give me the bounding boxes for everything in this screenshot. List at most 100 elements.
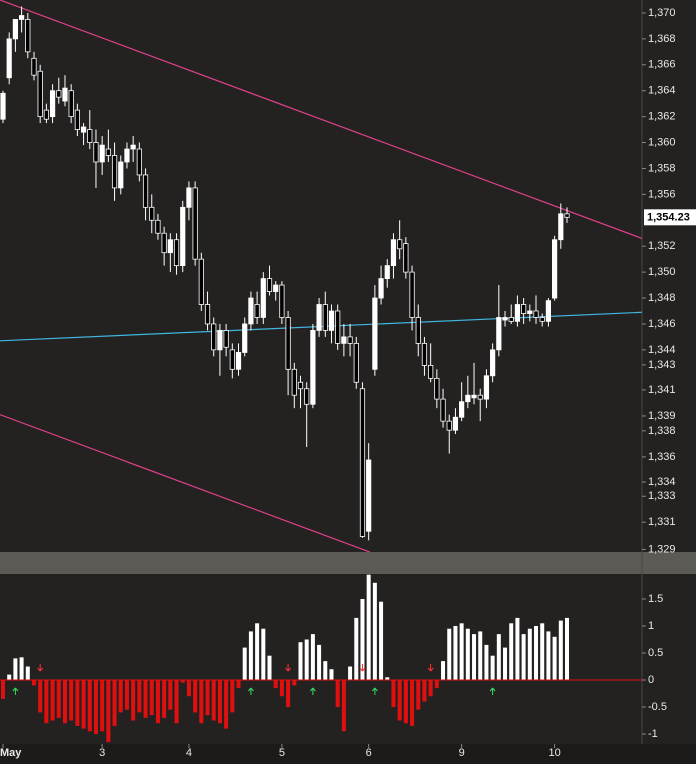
y-tick-label: 1,336 <box>648 451 676 463</box>
candle-body <box>204 304 211 325</box>
candle-body <box>353 342 359 383</box>
candle-body <box>105 148 111 156</box>
sell-signal <box>427 664 434 672</box>
histogram-bar <box>205 680 210 716</box>
histogram-bar <box>459 623 464 681</box>
candle-body <box>545 300 552 322</box>
histogram-bar <box>124 680 129 710</box>
histogram-bar <box>81 680 86 729</box>
histogram-bar <box>552 636 557 681</box>
histogram-bar <box>224 680 229 729</box>
y-tick-label: 1,344 <box>648 344 676 356</box>
candle-body <box>180 206 186 267</box>
x-axis-band <box>0 744 696 764</box>
buy-signal <box>310 687 316 696</box>
histogram-bar <box>341 680 346 732</box>
histogram-bar <box>329 669 334 681</box>
histogram-bar <box>323 661 328 681</box>
y-tick-label: 1,341 <box>648 384 676 396</box>
histogram-bar <box>410 680 415 726</box>
last-price-label: 1,354.23 <box>647 212 690 224</box>
histogram-bar <box>112 680 117 726</box>
histogram-bar <box>100 680 105 732</box>
candle-body <box>483 375 490 400</box>
buy-signal <box>12 687 19 696</box>
histogram-bar <box>168 680 173 710</box>
y-tick-label: -1 <box>648 728 658 740</box>
histogram-bar <box>447 628 452 681</box>
candle-body <box>304 388 310 405</box>
histogram-bar <box>143 680 148 718</box>
candle-body <box>186 187 192 208</box>
candle-body <box>248 297 254 325</box>
candle-body <box>56 90 62 98</box>
histogram-bar <box>354 617 359 681</box>
sell-signal <box>37 664 44 672</box>
histogram-bar <box>441 661 446 681</box>
histogram-bar <box>335 680 340 708</box>
histogram-bar <box>87 680 92 732</box>
histogram-bar <box>180 680 185 683</box>
y-tick-label: 1,343 <box>648 359 676 371</box>
histogram-bar <box>422 680 427 702</box>
histogram-bar <box>62 680 67 724</box>
histogram-bar <box>13 658 18 681</box>
histogram-bar <box>527 628 532 681</box>
candle-body <box>31 57 37 76</box>
candle-body <box>198 258 204 305</box>
histogram-bar <box>385 677 390 681</box>
candle-body <box>527 310 533 314</box>
histogram-bar <box>279 680 284 697</box>
candle-body <box>242 323 248 353</box>
y-tick-label: 0.5 <box>648 647 663 659</box>
candle-body <box>93 142 99 163</box>
histogram-bar <box>273 680 278 689</box>
histogram-bar <box>348 666 353 681</box>
histogram-bar <box>255 623 260 681</box>
candle-body <box>37 70 43 118</box>
candle-body <box>297 381 304 390</box>
histogram-bar <box>149 680 154 716</box>
candle-body <box>173 239 180 267</box>
y-tick-label: 1,339 <box>648 410 676 422</box>
candle-body <box>335 310 341 344</box>
histogram-bar <box>193 680 198 713</box>
sell-signal <box>359 664 366 672</box>
candle-body <box>18 15 25 20</box>
histogram-bar <box>534 626 539 681</box>
candle-body <box>167 239 173 254</box>
candle-body <box>347 336 353 344</box>
y-tick-label: 1,360 <box>648 136 676 148</box>
histogram-bar <box>391 680 396 708</box>
histogram-bar <box>521 634 526 681</box>
y-tick-label: 1,358 <box>648 162 676 174</box>
candle-body <box>279 284 285 318</box>
candle-body <box>0 92 6 120</box>
histogram-bar <box>242 647 247 681</box>
candle-body <box>12 19 18 40</box>
buy-signal <box>489 687 496 696</box>
histogram-bar <box>155 680 160 724</box>
histogram-bar <box>292 680 297 686</box>
x-tick-label: 6 <box>366 747 372 759</box>
y-tick-label: 1,338 <box>648 425 676 437</box>
candle-body <box>6 38 12 79</box>
candle-body <box>155 219 161 234</box>
panel-separator <box>0 552 696 574</box>
candle-body <box>459 401 465 418</box>
y-tick-label: 1,329 <box>648 543 676 555</box>
candle-body <box>291 368 297 396</box>
candle-body <box>111 155 118 189</box>
histogram-bar <box>137 680 142 713</box>
candle-body <box>390 239 397 267</box>
histogram-bar <box>360 599 365 681</box>
histogram-bar <box>69 680 74 721</box>
histogram-bar <box>484 644 489 681</box>
x-tick-label: 4 <box>186 747 192 759</box>
candle-body <box>366 459 372 532</box>
trend-line <box>0 414 371 553</box>
candle-body <box>192 187 198 260</box>
candle-body <box>254 304 260 318</box>
candle-body <box>43 109 49 120</box>
